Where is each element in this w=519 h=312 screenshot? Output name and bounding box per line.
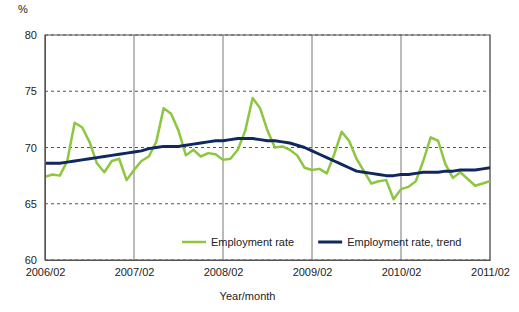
plot-frame	[45, 35, 490, 260]
y-axis: 60 65 70 75 80	[25, 29, 46, 266]
x-tick-label: 2010/02	[382, 266, 422, 278]
x-tick: 2008/02	[204, 260, 244, 278]
grid-line-x	[312, 35, 313, 260]
y-tick: 70	[25, 142, 45, 154]
x-tick: 2009/02	[293, 260, 333, 278]
chart: 2006/02 2007/02 2008/02 2009/02 2010/02 2011/…	[0, 0, 519, 312]
x-tick-label: 2007/02	[115, 266, 155, 278]
x-axis-title: Year/month	[220, 290, 276, 302]
y-tick-label: 60	[25, 254, 37, 266]
legend: Employment rate Employment rate, trend	[182, 236, 462, 248]
y-axis-line	[45, 36, 46, 261]
y-tick-label: 70	[25, 142, 37, 154]
y-tick-label: 80	[25, 29, 37, 41]
legend-label: Employment rate, trend	[347, 236, 461, 248]
series-line	[45, 98, 490, 199]
x-tick: 2011/02	[471, 260, 510, 278]
grid-line-x	[401, 35, 402, 260]
x-tick-label: 2006/02	[26, 266, 66, 278]
y-tick: 65	[25, 198, 45, 210]
x-axis-line	[46, 260, 491, 261]
legend-swatch	[182, 241, 206, 244]
grid-line-y	[45, 147, 490, 148]
x-tick: 2010/02	[382, 260, 422, 278]
legend-label: Employment rate	[211, 236, 294, 248]
x-tick-label: 2008/02	[204, 266, 244, 278]
y-axis-title: %	[18, 3, 28, 15]
x-axis: 2006/02 2007/02 2008/02 2009/02 2010/02 2011/…	[26, 260, 510, 278]
legend-swatch	[318, 241, 342, 244]
grid-line-y	[45, 91, 490, 92]
y-tick: 75	[25, 85, 45, 97]
y-tick: 80	[25, 29, 45, 41]
x-tick: 2007/02	[115, 260, 155, 278]
series-group	[45, 98, 490, 199]
x-tick-label: 2009/02	[293, 266, 333, 278]
grid-line-x	[223, 35, 224, 260]
grid-line-y	[45, 203, 490, 204]
y-tick-label: 65	[25, 198, 37, 210]
y-tick: 60	[25, 254, 45, 266]
grid-line-x	[134, 35, 135, 260]
y-tick-label: 75	[25, 85, 37, 97]
grid	[45, 35, 490, 260]
x-tick-label: 2011/02	[471, 266, 510, 278]
series-line	[45, 139, 490, 176]
